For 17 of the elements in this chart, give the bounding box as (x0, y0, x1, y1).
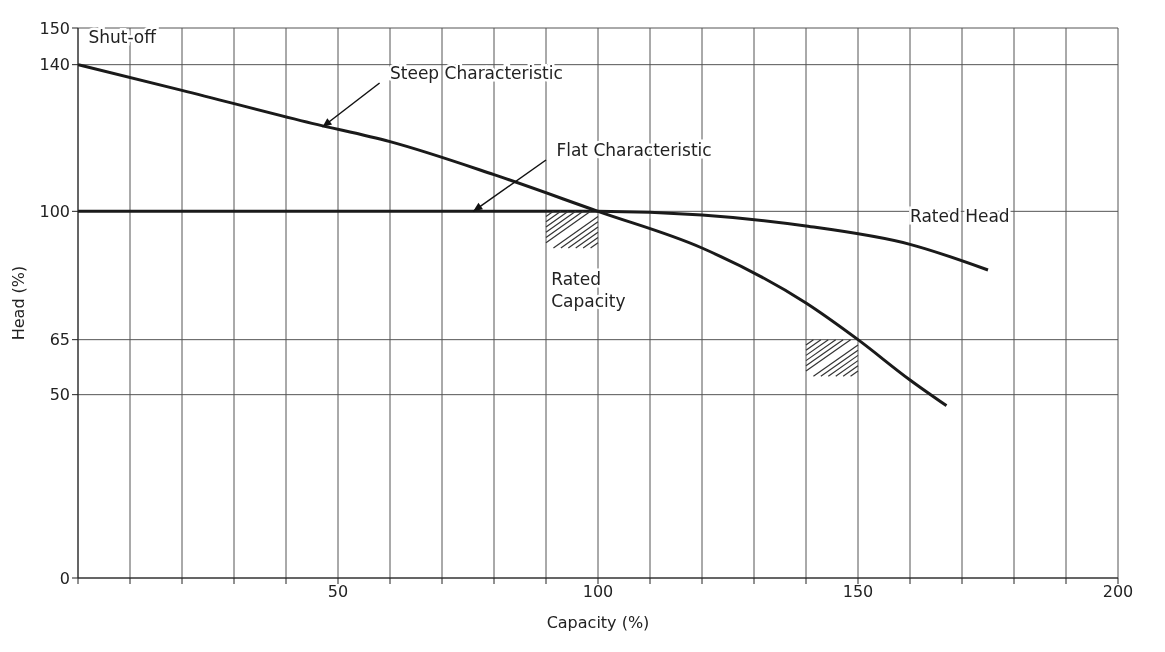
x-tick-label: 50 (327, 582, 349, 602)
y-tick-label: 0 (59, 568, 70, 588)
x-tick-label: 100 (582, 582, 614, 602)
y-tick-label: 150 (39, 18, 70, 38)
x-axis-title: Capacity (%) (546, 613, 650, 632)
x-tick-label: 150 (842, 582, 874, 602)
x-tick-label: 200 (1102, 582, 1134, 602)
y-tick-label: 100 (39, 202, 70, 222)
annotation: Steep Characteristic (390, 63, 563, 84)
y-axis-title: Head (%) (8, 265, 28, 341)
annotation: Shut-off (88, 26, 158, 47)
annotation: Flat Characteristic (556, 140, 712, 161)
y-tick-label: 50 (49, 385, 70, 405)
y-tick-label: 65 (49, 330, 70, 350)
annotation: Rated Capacity (551, 268, 626, 311)
y-tick-label: 140 (39, 55, 70, 75)
annotation: Rated Head (910, 206, 1010, 227)
